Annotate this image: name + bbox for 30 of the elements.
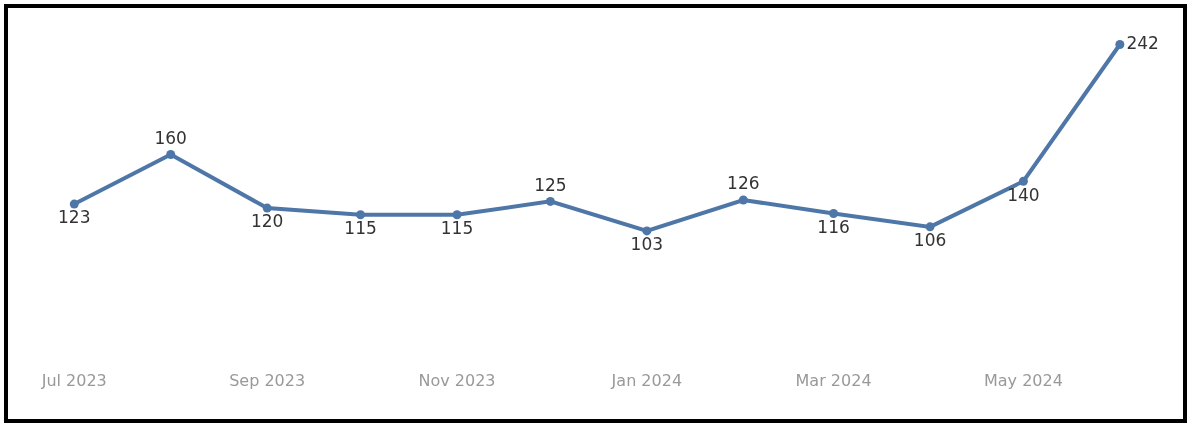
data-label: 115 [440, 218, 474, 239]
data-label: 116 [817, 216, 850, 237]
point [356, 210, 366, 220]
point [925, 222, 935, 232]
point [829, 208, 839, 218]
x-tick-label: Jan 2024 [610, 371, 683, 390]
point [1018, 176, 1028, 186]
point [642, 226, 652, 236]
point [738, 195, 748, 205]
data-label: 115 [344, 218, 377, 239]
data-label: 160 [154, 127, 187, 148]
data-label: 103 [630, 234, 664, 255]
data-label: 126 [727, 173, 760, 194]
data-label: 123 [58, 207, 91, 228]
x-tick-label: Mar 2024 [795, 371, 872, 390]
x-tick-label: May 2024 [983, 371, 1063, 390]
point [69, 199, 79, 209]
x-tick-label: Sep 2023 [229, 371, 306, 390]
point [1115, 39, 1125, 49]
data-label: 242 [1126, 32, 1159, 53]
x-tick-label: Nov 2023 [418, 371, 496, 390]
data-label: 125 [534, 174, 567, 195]
point [262, 203, 272, 213]
x-tick-label: Jul 2023 [40, 371, 107, 390]
data-label: 106 [913, 230, 947, 251]
data-label: 140 [1007, 184, 1040, 205]
point [166, 149, 176, 159]
point [452, 210, 462, 220]
point [545, 196, 555, 206]
data-label: 120 [250, 211, 284, 232]
